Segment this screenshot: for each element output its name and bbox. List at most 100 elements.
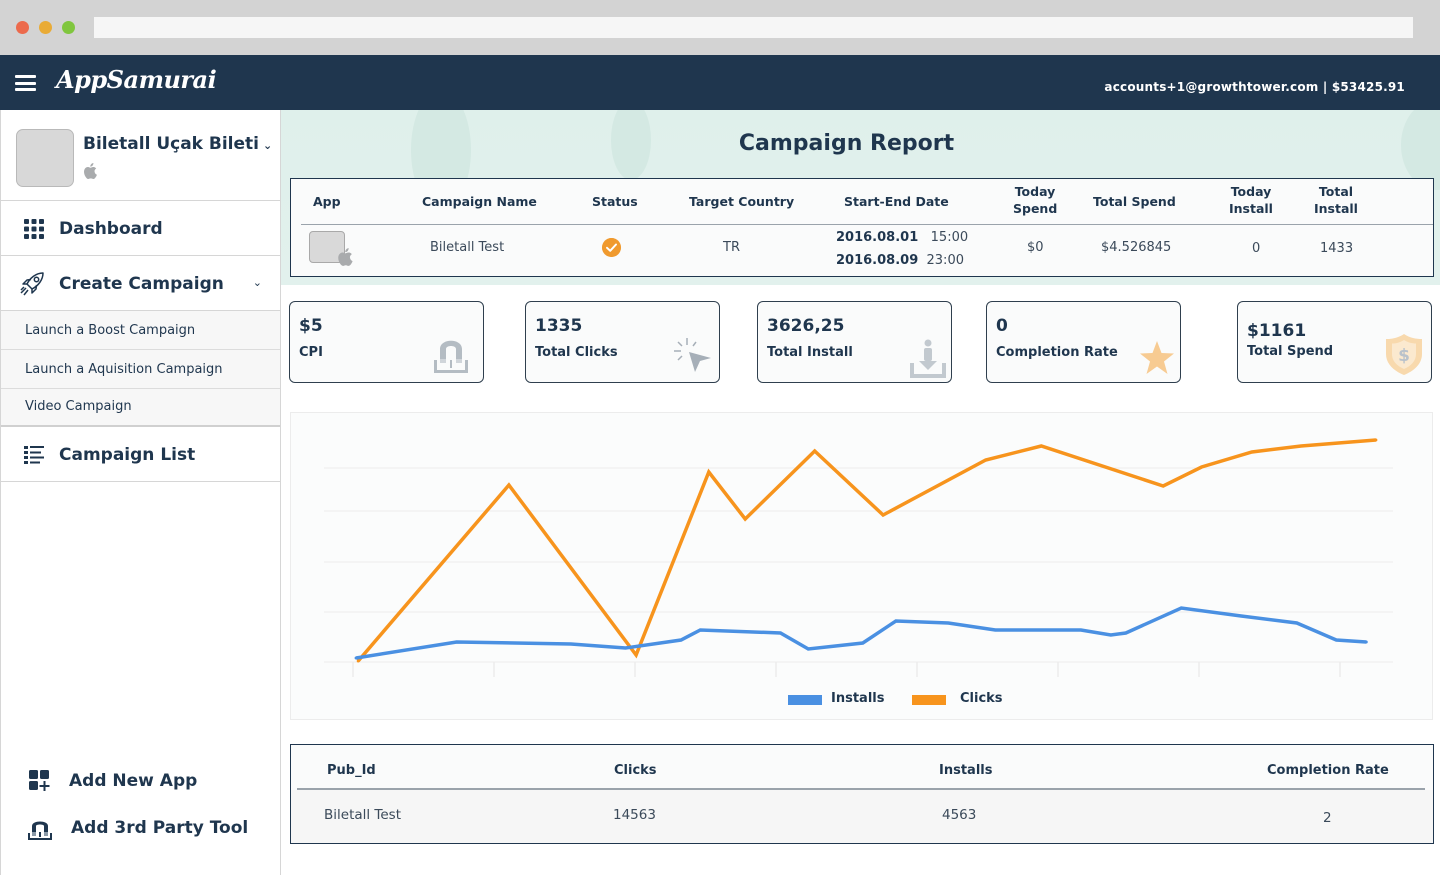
- window-maximize-button[interactable]: [62, 21, 75, 34]
- stat-label: Completion Rate: [996, 345, 1118, 360]
- data-point-installs[interactable]: [1124, 631, 1128, 635]
- svg-text:$: $: [1398, 346, 1410, 366]
- today-install-cell: 0: [1252, 241, 1261, 256]
- chevron-down-icon: ⌄: [252, 276, 262, 289]
- data-point-installs[interactable]: [861, 641, 865, 645]
- completion-rate-cell: 2: [1323, 810, 1332, 826]
- address-bar[interactable]: [94, 17, 1413, 38]
- data-point-installs[interactable]: [1179, 606, 1183, 610]
- series-line-clicks[interactable]: [356, 438, 1377, 663]
- header-divider: [301, 224, 1433, 225]
- data-point-installs[interactable]: [623, 646, 627, 650]
- data-point-clicks[interactable]: [743, 517, 747, 521]
- star-icon: [1140, 341, 1174, 374]
- column-header-status: Status: [592, 194, 638, 209]
- submenu-launch-aquisition-campaign[interactable]: Launch a Aquisition Campaign: [1, 350, 280, 389]
- app-name-dropdown[interactable]: Biletall Uçak Bileti ⌄: [83, 134, 272, 154]
- data-point-clicks[interactable]: [1161, 484, 1165, 488]
- header-divider: [297, 788, 1425, 790]
- total-install-cell: 1433: [1320, 241, 1354, 256]
- stat-label: Total Clicks: [535, 345, 618, 360]
- submenu-video-campaign[interactable]: Video Campaign: [1, 389, 280, 427]
- stat-value: $5: [299, 316, 323, 336]
- stat-value: 1335: [535, 316, 583, 336]
- data-point-clicks[interactable]: [707, 470, 711, 474]
- data-point-installs[interactable]: [1109, 633, 1113, 637]
- sidebar-item-create-campaign[interactable]: Create Campaign ⌄: [1, 256, 280, 311]
- main-content: Campaign Report App Campaign Name Status…: [281, 110, 1440, 875]
- data-point-clicks[interactable]: [881, 513, 885, 517]
- target-country-cell: TR: [723, 240, 740, 255]
- data-point-clicks[interactable]: [634, 653, 638, 657]
- column-header-app: App: [313, 194, 341, 209]
- apple-icon: [338, 248, 353, 266]
- rocket-icon: [20, 272, 44, 296]
- data-point-clicks[interactable]: [1374, 438, 1378, 442]
- installs-clicks-chart: Installs Clicks: [290, 412, 1433, 720]
- data-point-clicks[interactable]: [813, 449, 817, 453]
- data-point-installs[interactable]: [993, 628, 997, 632]
- data-point-clicks[interactable]: [1250, 450, 1254, 454]
- data-point-installs[interactable]: [1364, 640, 1368, 644]
- stat-value: 3626,25: [767, 316, 845, 336]
- column-header-today-spend: Today Spend: [1013, 184, 1058, 216]
- magnet-icon: [434, 340, 468, 373]
- data-point-installs[interactable]: [354, 656, 358, 660]
- sidebar-item-campaign-list[interactable]: Campaign List: [1, 427, 280, 482]
- magnet-icon: [28, 821, 52, 840]
- data-point-installs[interactable]: [455, 640, 459, 644]
- data-point-installs[interactable]: [1334, 638, 1338, 642]
- data-point-clicks[interactable]: [356, 659, 360, 663]
- account-info[interactable]: accounts+1@growthtower.com | $53425.91: [1104, 80, 1405, 94]
- data-point-installs[interactable]: [1239, 614, 1243, 618]
- add-new-app-button[interactable]: Add New App: [1, 761, 282, 801]
- column-header-total-spend: Total Spend: [1093, 194, 1176, 209]
- installs-cell: 4563: [942, 807, 977, 823]
- data-point-clicks[interactable]: [1200, 465, 1204, 469]
- submenu-launch-boost-campaign[interactable]: Launch a Boost Campaign: [1, 311, 280, 350]
- start-date-cell: 2016.08.01 15:00: [836, 230, 969, 245]
- total-spend-cell: $4.526845: [1101, 240, 1172, 255]
- campaign-table: App Campaign Name Status Target Country …: [290, 178, 1434, 277]
- app-thumbnail: [16, 129, 74, 187]
- data-point-clicks[interactable]: [507, 483, 511, 487]
- data-point-installs[interactable]: [698, 628, 702, 632]
- window-close-button[interactable]: [16, 21, 29, 34]
- stat-value: 0: [996, 316, 1008, 336]
- hamburger-menu-icon[interactable]: [15, 75, 36, 91]
- window-minimize-button[interactable]: [39, 21, 52, 34]
- line-chart: [324, 438, 1393, 677]
- grid-icon: [24, 219, 44, 239]
- sidebar-item-label: Dashboard: [59, 219, 163, 239]
- sidebar-item-dashboard[interactable]: Dashboard: [1, 201, 280, 256]
- table-row[interactable]: Biletall Test 14563 4563 2: [291, 790, 1433, 843]
- end-date-cell: 2016.08.09 23:00: [836, 253, 964, 268]
- legend-swatch-clicks: [912, 695, 946, 705]
- data-point-installs[interactable]: [894, 619, 898, 623]
- browser-chrome: [0, 0, 1440, 55]
- app-logo[interactable]: AppSamurai: [56, 65, 217, 94]
- column-header-installs: Installs: [939, 763, 993, 778]
- data-point-installs[interactable]: [778, 631, 782, 635]
- data-point-installs[interactable]: [679, 638, 683, 642]
- data-point-clicks[interactable]: [984, 458, 988, 462]
- data-point-installs[interactable]: [569, 642, 573, 646]
- publisher-table: Pub_Id Clicks Installs Completion Rate B…: [290, 744, 1434, 844]
- stat-card-cpi: $5 CPI: [289, 301, 484, 383]
- app-selector[interactable]: Biletall Uçak Bileti ⌄: [1, 110, 280, 201]
- data-point-installs[interactable]: [946, 621, 950, 625]
- sidebar: Biletall Uçak Bileti ⌄ Dashboard Create C…: [0, 110, 281, 875]
- app-name: Biletall Uçak Bileti: [83, 134, 259, 154]
- add-3rd-party-tool-button[interactable]: Add 3rd Party Tool: [1, 808, 282, 848]
- data-point-installs[interactable]: [1295, 621, 1299, 625]
- data-point-installs[interactable]: [1079, 628, 1083, 632]
- series-line-installs[interactable]: [355, 606, 1367, 660]
- data-point-installs[interactable]: [806, 647, 810, 651]
- data-point-clicks[interactable]: [1299, 444, 1303, 448]
- stat-card-completion-rate: 0 Completion Rate: [986, 301, 1181, 383]
- stat-label: Total Spend: [1247, 344, 1334, 359]
- legend-label: Installs: [831, 691, 885, 706]
- stat-value: $1161: [1247, 321, 1307, 341]
- campaign-name-cell[interactable]: Biletall Test: [430, 240, 505, 255]
- data-point-clicks[interactable]: [1039, 444, 1043, 448]
